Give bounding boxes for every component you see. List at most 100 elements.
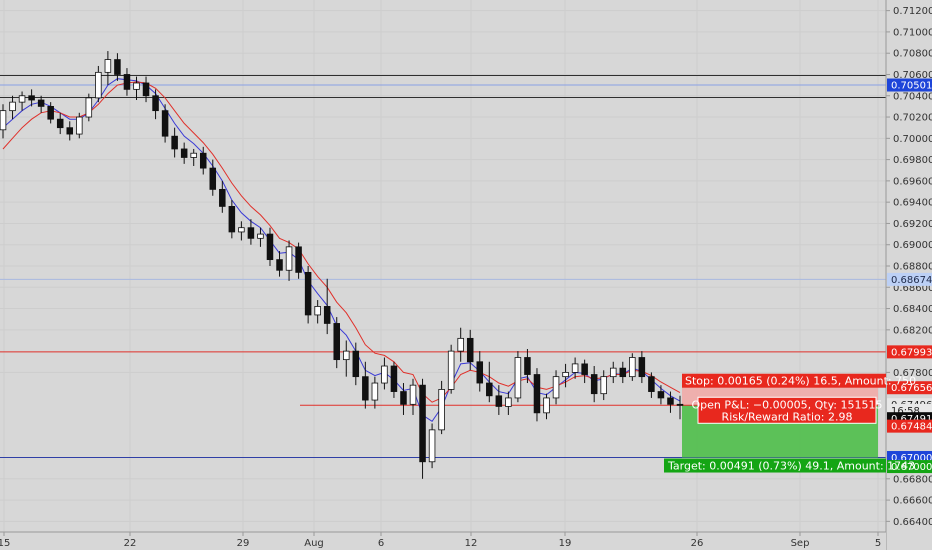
price-tick-label: 0.69400 <box>893 198 932 209</box>
price-axis-labels: 0.705010.686740.679930.676560.6749616:58… <box>887 78 932 474</box>
price-tick-label: 0.70000 <box>893 134 932 145</box>
target-label: Target: 0.00491 (0.73%) 49.1, Amount: 17… <box>667 460 915 473</box>
candle-down <box>209 167 217 190</box>
candle-up <box>562 371 569 378</box>
candle-up <box>0 110 7 131</box>
candle-down <box>247 227 255 239</box>
candle-up <box>85 97 93 118</box>
candle-down <box>37 99 45 107</box>
candle-down <box>180 148 188 158</box>
grid <box>0 0 886 532</box>
candle-up <box>285 246 293 271</box>
candle-down <box>161 110 169 137</box>
candle-up <box>257 233 264 239</box>
candle-down <box>114 59 121 75</box>
price-tick-label: 0.66800 <box>893 474 932 485</box>
candle-down <box>47 106 54 120</box>
candle-down <box>648 376 655 392</box>
candle-down <box>619 367 627 378</box>
price-label: 0.67000 <box>891 453 932 464</box>
candle-down <box>276 259 283 271</box>
stop-label: Stop: 0.00165 (0.24%) 16.5, Amount: 750 <box>685 375 916 388</box>
candle-up <box>629 357 636 378</box>
candle-up <box>514 357 522 399</box>
candle-down <box>199 152 207 169</box>
price-label: 0.68674 <box>891 275 932 286</box>
candle-up <box>457 337 464 352</box>
time-tick-label: 22 <box>124 538 137 549</box>
pnl-label: Open P&L: −0.00005, Qty: 151515 <box>692 398 883 411</box>
candle-down <box>333 323 340 361</box>
candle-down <box>228 206 236 233</box>
position-labels[interactable]: Stop: 0.00165 (0.24%) 16.5, Amount: 750 O… <box>664 373 916 473</box>
pnl-box-background[interactable] <box>697 396 877 424</box>
price-tick-label: 0.68200 <box>893 325 932 336</box>
candle-down <box>142 82 150 97</box>
candle-down <box>295 246 302 273</box>
candle-up <box>505 397 512 407</box>
time-axis-ticks: 15 22 29 Aug 6 12 19 26 Sep 5 <box>0 532 881 549</box>
price-tick-label: 0.71000 <box>893 27 932 38</box>
price-label: 0.67484 <box>891 422 932 433</box>
candle-up <box>609 367 617 378</box>
candle-up <box>18 95 26 103</box>
price-tick-label: 0.71200 <box>893 6 932 17</box>
candle-down <box>171 135 178 150</box>
candle-down <box>590 374 598 395</box>
price-label-background <box>887 272 932 286</box>
moving-averages <box>2 78 681 422</box>
candle-down <box>400 391 407 405</box>
candle-down <box>486 382 493 397</box>
price-axis-ticks: 0.71200 0.71000 0.70800 0.70600 0.70400 0.702… <box>886 6 932 528</box>
ma-line-red <box>2 81 681 403</box>
price-tick-label: 0.66600 <box>893 496 932 507</box>
candle-down <box>390 365 398 392</box>
time-tick-label: Aug <box>304 538 324 549</box>
candle-up <box>381 365 388 384</box>
candle-up <box>438 389 445 431</box>
price-tick-label: 0.69200 <box>893 219 932 230</box>
candle-up <box>343 350 350 361</box>
price-tick-label: 0.68600 <box>893 283 932 294</box>
price-tick-label: 0.67800 <box>893 368 932 379</box>
candle-up <box>314 306 321 316</box>
candle-down <box>638 357 646 378</box>
candles <box>0 51 684 479</box>
price-tick-label: 0.69600 <box>893 176 932 187</box>
price-label: 0.67656 <box>891 383 932 394</box>
risk-reward-label: Risk/Reward Ratio: 2.98 <box>722 410 853 423</box>
time-tick-label: 12 <box>465 538 478 549</box>
candle-down <box>304 271 312 316</box>
candle-down <box>533 374 541 414</box>
candle-down <box>219 188 226 207</box>
candle-up <box>571 363 579 373</box>
time-axis-background <box>0 532 886 550</box>
time-tick-label: 26 <box>691 538 704 549</box>
candle-up <box>600 376 607 395</box>
price-label-background <box>887 419 932 433</box>
candle-down <box>466 337 474 363</box>
target-label-background[interactable] <box>664 458 886 473</box>
candle-down <box>56 118 64 129</box>
price-label: 16:58 <box>891 406 920 417</box>
ma-line-blue <box>2 78 681 422</box>
candle-down <box>667 397 674 405</box>
candle-down <box>123 74 131 90</box>
stop-label-background[interactable] <box>682 373 886 388</box>
price-tick-label: 0.70800 <box>893 49 932 60</box>
horizontal-lines[interactable] <box>0 75 886 459</box>
price-tick-label: 0.69800 <box>893 155 932 166</box>
price-tick-label: 0.70400 <box>893 91 932 102</box>
candle-down <box>524 357 531 375</box>
price-tick-label: 0.69000 <box>893 240 932 251</box>
price-label-background <box>887 381 932 395</box>
candle-up <box>447 350 455 390</box>
candle-down <box>266 233 274 261</box>
price-label-background <box>887 460 932 474</box>
candle-up <box>95 71 102 99</box>
candle-up <box>543 397 550 414</box>
candle-down <box>676 403 684 406</box>
candle-down <box>323 306 331 324</box>
